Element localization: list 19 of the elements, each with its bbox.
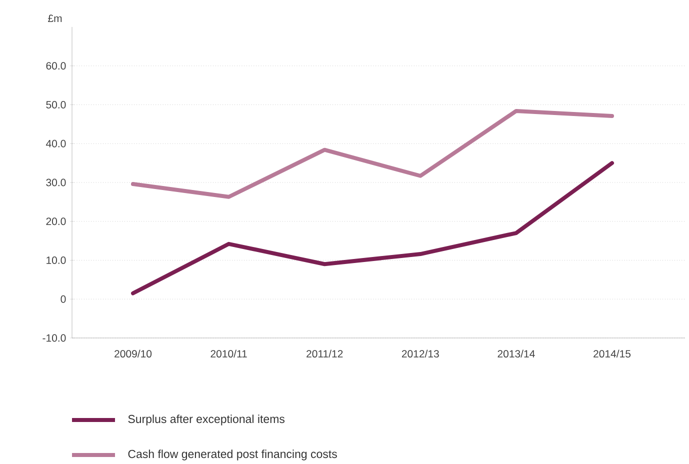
x-tick-label: 2010/11 [210, 350, 247, 358]
y-tick-label: -10.0 [42, 334, 66, 342]
x-tick-label: 2009/10 [114, 350, 152, 358]
x-tick-label: 2011/12 [306, 350, 343, 358]
y-tick-label: 30.0 [46, 178, 66, 186]
x-tick-label: 2012/13 [402, 350, 439, 358]
y-tick-label: 40.0 [46, 140, 66, 148]
line-series [131, 161, 614, 296]
y-tick-label: 60.0 [46, 62, 66, 70]
y-tick-label: 0 [60, 295, 66, 303]
y-axis-title: £m [48, 14, 62, 22]
legend-label: Surplus after exceptional items [128, 414, 284, 426]
x-tick-label: 2014/15 [594, 350, 631, 358]
y-tick-label: 50.0 [46, 101, 66, 108]
legend-label: Cash flow generated post financing costs [128, 450, 337, 460]
y-tick-label: 10.0 [46, 256, 66, 264]
x-tick-label: 2013/14 [498, 350, 535, 358]
line-series [131, 108, 614, 199]
y-tick-label: 20.0 [46, 218, 66, 226]
